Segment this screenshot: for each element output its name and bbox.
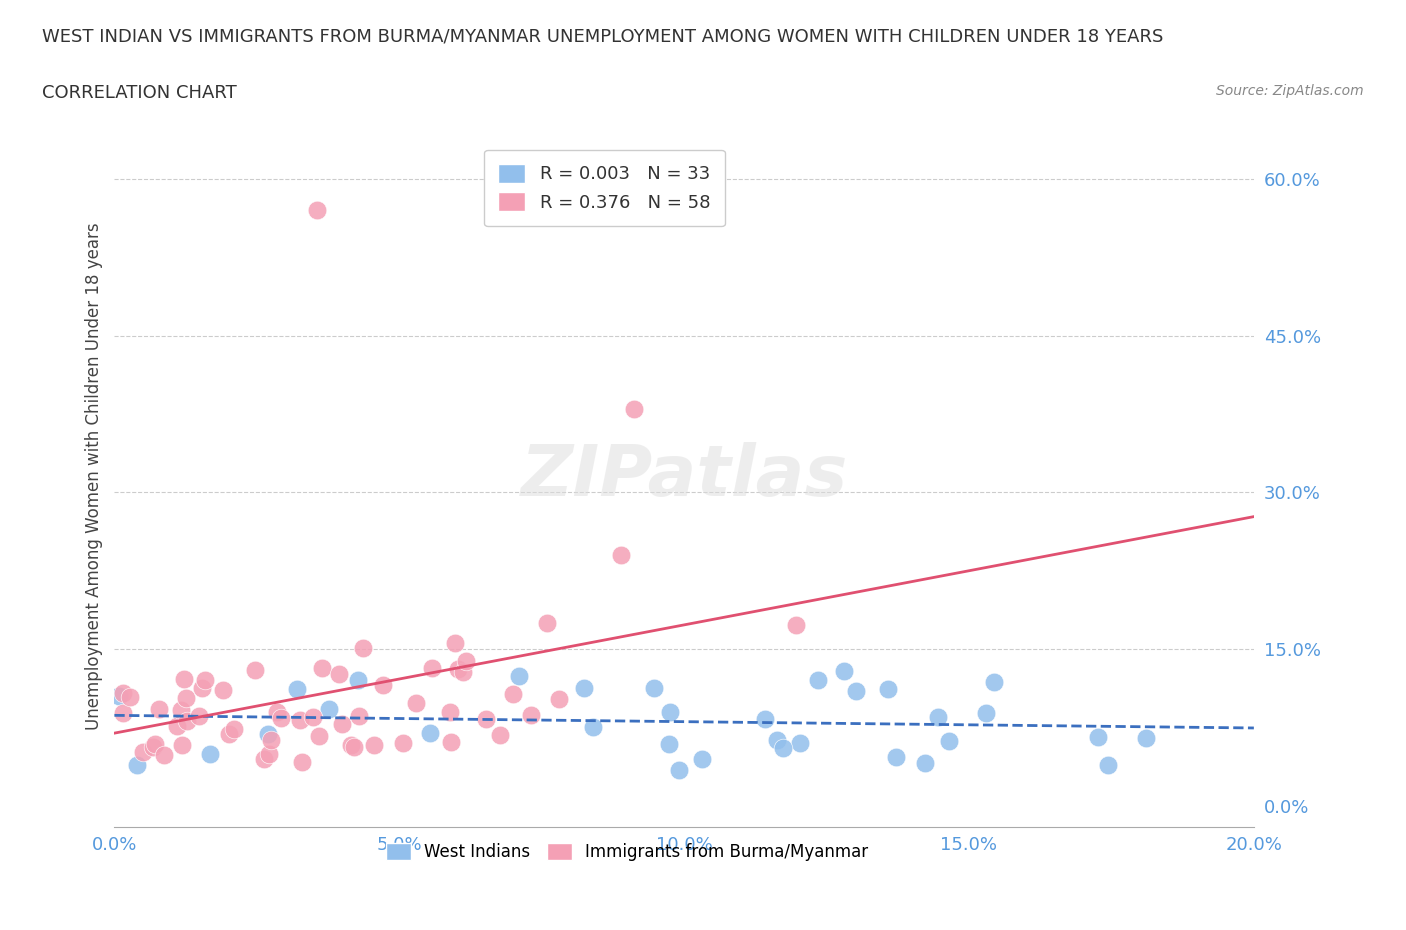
Point [938, 734, 960, 749]
Point [257, 727, 280, 742]
Point [340, 737, 363, 752]
Point [405, 696, 427, 711]
Point [927, 710, 949, 724]
Point [754, 711, 776, 726]
Point [224, 722, 246, 737]
Point [170, 702, 193, 717]
Point [845, 684, 868, 698]
Point [772, 741, 794, 756]
Point [346, 673, 368, 688]
Point [260, 732, 283, 747]
Point [609, 548, 631, 563]
Point [658, 736, 681, 751]
Point [785, 618, 807, 633]
Point [173, 671, 195, 686]
Y-axis label: Unemployment Among Women with Children Under 18 years: Unemployment Among Women with Children U… [86, 223, 103, 730]
Point [218, 727, 240, 742]
Point [658, 705, 681, 720]
Point [1097, 757, 1119, 772]
Point [502, 686, 524, 701]
Point [198, 746, 221, 761]
Point [253, 752, 276, 767]
Point [125, 758, 148, 773]
Point [305, 203, 328, 218]
Text: ZIPatlas: ZIPatlas [520, 442, 848, 512]
Point [148, 701, 170, 716]
Point [1135, 730, 1157, 745]
Text: WEST INDIAN VS IMMIGRANTS FROM BURMA/MYANMAR UNEMPLOYMENT AMONG WOMEN WITH CHILD: WEST INDIAN VS IMMIGRANTS FROM BURMA/MYA… [42, 28, 1164, 46]
Point [547, 692, 569, 707]
Point [290, 712, 312, 727]
Point [447, 661, 470, 676]
Text: CORRELATION CHART: CORRELATION CHART [42, 84, 238, 101]
Point [974, 705, 997, 720]
Point [520, 708, 543, 723]
Point [302, 710, 325, 724]
Point [690, 751, 713, 766]
Point [308, 729, 330, 744]
Point [107, 688, 129, 703]
Point [392, 736, 415, 751]
Point [668, 763, 690, 777]
Point [623, 401, 645, 416]
Point [451, 664, 474, 679]
Point [789, 736, 811, 751]
Point [914, 755, 936, 770]
Point [440, 735, 463, 750]
Point [291, 755, 314, 770]
Point [257, 746, 280, 761]
Point [166, 718, 188, 733]
Point [347, 709, 370, 724]
Point [266, 705, 288, 720]
Point [191, 680, 214, 695]
Point [363, 737, 385, 752]
Point [318, 701, 340, 716]
Point [152, 747, 174, 762]
Point [174, 691, 197, 706]
Point [807, 672, 830, 687]
Point [194, 672, 217, 687]
Point [188, 709, 211, 724]
Point [877, 681, 900, 696]
Point [884, 750, 907, 764]
Point [111, 685, 134, 700]
Point [582, 719, 605, 734]
Point [983, 674, 1005, 689]
Point [536, 616, 558, 631]
Point [454, 653, 477, 668]
Point [443, 635, 465, 650]
Point [172, 737, 194, 752]
Point [574, 681, 596, 696]
Point [328, 666, 350, 681]
Point [832, 664, 855, 679]
Point [176, 713, 198, 728]
Point [142, 739, 165, 754]
Point [439, 704, 461, 719]
Point [352, 641, 374, 656]
Point [1087, 730, 1109, 745]
Point [643, 681, 665, 696]
Point [212, 683, 235, 698]
Point [287, 682, 309, 697]
Text: Source: ZipAtlas.com: Source: ZipAtlas.com [1216, 84, 1364, 98]
Point [330, 716, 353, 731]
Point [474, 711, 496, 726]
Point [371, 677, 394, 692]
Point [508, 669, 530, 684]
Point [420, 660, 443, 675]
Point [419, 726, 441, 741]
Point [245, 662, 267, 677]
Point [143, 737, 166, 751]
Point [120, 689, 142, 704]
Point [270, 711, 292, 725]
Legend: West Indians, Immigrants from Burma/Myanmar: West Indians, Immigrants from Burma/Myan… [380, 836, 875, 868]
Point [311, 660, 333, 675]
Point [489, 727, 512, 742]
Point [111, 705, 134, 720]
Point [766, 733, 789, 748]
Point [131, 744, 153, 759]
Point [343, 739, 366, 754]
